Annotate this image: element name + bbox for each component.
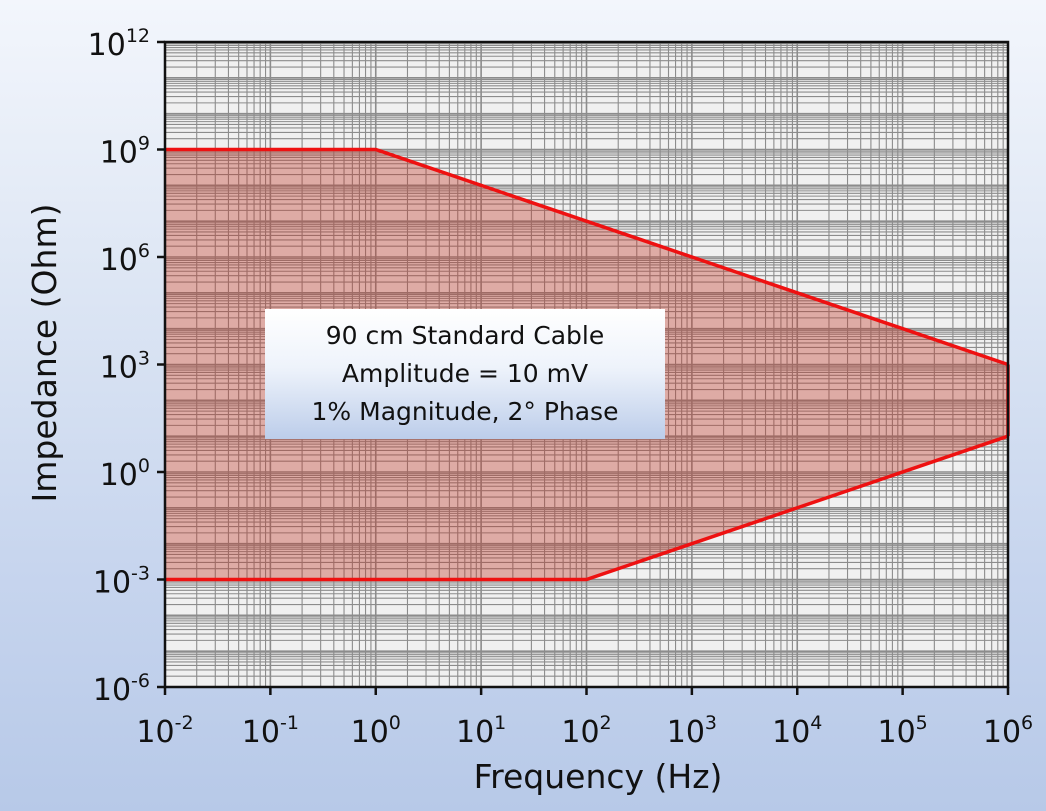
- x-tick-label-exponent: -1: [280, 712, 299, 734]
- y-tick-label-base: 10: [93, 673, 131, 708]
- x-tick-label-exponent: 4: [810, 712, 822, 734]
- x-tick-label-base: 10: [667, 715, 705, 750]
- y-tick-label: 103: [100, 348, 150, 386]
- x-tick-label: 104: [772, 712, 822, 750]
- y-tick-label-exponent: 3: [138, 348, 150, 370]
- x-tick-label-exponent: 3: [705, 712, 717, 734]
- annotation-line-accuracy: 1% Magnitude, 2° Phase: [311, 397, 619, 426]
- y-tick-label-base: 10: [100, 243, 138, 278]
- x-tick-label-exponent: -2: [175, 712, 194, 734]
- y-axis-title: Impedance (Ohm): [25, 204, 64, 503]
- annotation-line-cable: 90 cm Standard Cable: [325, 321, 605, 350]
- x-tick-label-base: 10: [136, 715, 174, 750]
- x-tick-label-base: 10: [772, 715, 810, 750]
- y-tick-label: 10-3: [93, 563, 150, 601]
- y-tick-label-exponent: 6: [138, 240, 150, 262]
- x-tick-label-base: 10: [456, 715, 494, 750]
- y-tick-label: 109: [100, 133, 150, 171]
- x-tick-label: 102: [561, 712, 611, 750]
- x-tick-label-exponent: 2: [600, 712, 612, 734]
- annotation-line-amplitude: Amplitude = 10 mV: [341, 359, 589, 388]
- lower-limit-line: [165, 434, 1009, 582]
- x-axis-title: Frequency (Hz): [474, 757, 723, 796]
- x-tick-label-exponent: 5: [916, 712, 928, 734]
- y-tick-label-exponent: 12: [126, 25, 150, 47]
- x-tick-label-base: 10: [351, 715, 389, 750]
- x-tick-label-base: 10: [877, 715, 915, 750]
- x-tick-label-base: 10: [983, 715, 1021, 750]
- y-tick-label: 10-6: [93, 670, 150, 708]
- x-tick-label: 103: [667, 712, 717, 750]
- upper-limit-line: [165, 147, 1009, 367]
- x-tick-label-exponent: 6: [1021, 712, 1033, 734]
- x-tick-label: 10-2: [136, 712, 193, 750]
- y-tick-label-base: 10: [100, 351, 138, 386]
- x-tick-label: 101: [456, 712, 506, 750]
- y-tick-label-base: 10: [88, 28, 126, 63]
- y-tick-label-base: 10: [93, 566, 131, 601]
- x-tick-label-exponent: 1: [494, 712, 506, 734]
- x-tick-label: 105: [877, 712, 927, 750]
- x-axis-ticks: 10-2 10-1 100 101 102 103 104 105 106: [136, 687, 1033, 750]
- y-tick-label-exponent: 9: [138, 133, 150, 155]
- x-tick-label-exponent: 0: [389, 712, 401, 734]
- y-tick-label: 106: [100, 240, 150, 278]
- x-tick-label-base: 10: [242, 715, 280, 750]
- y-tick-label-exponent: -3: [131, 563, 150, 585]
- y-tick-label-base: 10: [100, 136, 138, 171]
- annotation-box: 90 cm Standard Cable Amplitude = 10 mV 1…: [265, 309, 665, 439]
- y-tick-label-exponent: -6: [131, 670, 150, 692]
- y-tick-label-exponent: 0: [138, 455, 150, 477]
- x-tick-label-base: 10: [561, 715, 599, 750]
- y-tick-label-base: 10: [100, 458, 138, 493]
- x-tick-label: 100: [351, 712, 401, 750]
- y-tick-label: 100: [100, 455, 150, 493]
- x-tick-label: 10-1: [242, 712, 299, 750]
- y-tick-label: 1012: [88, 25, 150, 63]
- x-tick-label: 106: [983, 712, 1033, 750]
